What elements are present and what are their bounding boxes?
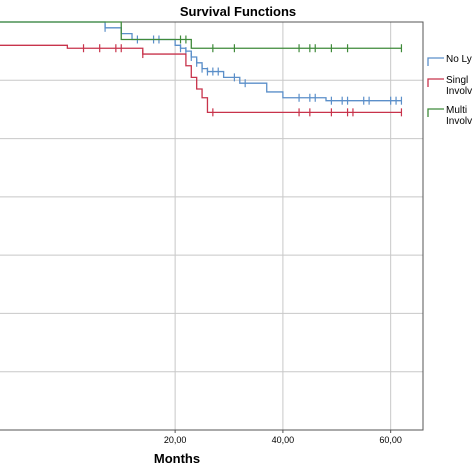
legend-label: No Ly: [446, 54, 472, 65]
x-axis-label: Months: [154, 451, 200, 466]
x-tick-label: 20,00: [164, 435, 187, 445]
survival-line: [0, 44, 402, 113]
legend-swatch: [427, 57, 444, 66]
survival-line: [0, 21, 402, 49]
chart-title: Survival Functions: [180, 4, 296, 19]
legend-swatch: [427, 108, 444, 117]
series-layer: [0, 21, 403, 117]
legend-label: Multi: [446, 105, 467, 116]
gridlines: [0, 21, 423, 430]
legend-label: Involv: [446, 116, 472, 127]
x-tick-label: 40,00: [272, 435, 295, 445]
series-2: [0, 44, 403, 117]
series-3: [0, 21, 403, 53]
legend-item-1: No Ly: [427, 54, 472, 66]
legend-label: Involv: [446, 86, 472, 97]
legend-swatch: [427, 78, 444, 87]
x-tick-label: 60,00: [379, 435, 402, 445]
legend-label: Singl: [446, 75, 468, 86]
plot-frame: [0, 21, 424, 431]
x-tick-labels: 20,00 40,00 60,00: [164, 430, 402, 445]
